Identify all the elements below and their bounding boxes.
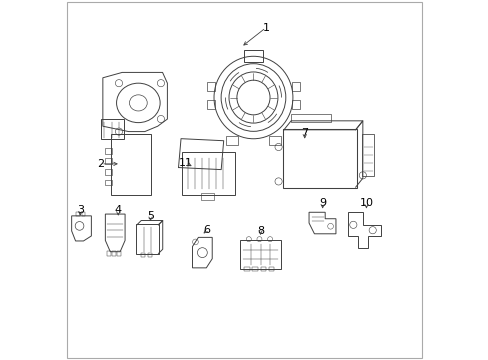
- Text: 5: 5: [147, 211, 154, 221]
- Bar: [141, 253, 145, 257]
- Text: 6: 6: [203, 225, 210, 235]
- Text: 4: 4: [115, 206, 122, 216]
- Text: 2: 2: [97, 159, 104, 169]
- Text: 7: 7: [301, 129, 307, 138]
- Bar: [76, 212, 80, 216]
- Bar: [260, 267, 265, 271]
- Bar: [105, 180, 112, 185]
- Bar: [81, 212, 85, 216]
- Text: 3: 3: [77, 206, 83, 216]
- Text: 9: 9: [319, 198, 325, 208]
- Text: 8: 8: [257, 226, 264, 236]
- Bar: [105, 158, 112, 164]
- Bar: [105, 148, 112, 153]
- Bar: [105, 169, 112, 175]
- Bar: [244, 267, 249, 271]
- Bar: [112, 251, 116, 256]
- Bar: [252, 267, 257, 271]
- Bar: [117, 251, 121, 256]
- Text: 1: 1: [262, 23, 269, 33]
- Text: 10: 10: [359, 198, 373, 208]
- Bar: [147, 253, 151, 257]
- Bar: [201, 193, 213, 200]
- Bar: [268, 267, 274, 271]
- Text: 11: 11: [178, 158, 192, 168]
- Bar: [107, 251, 111, 256]
